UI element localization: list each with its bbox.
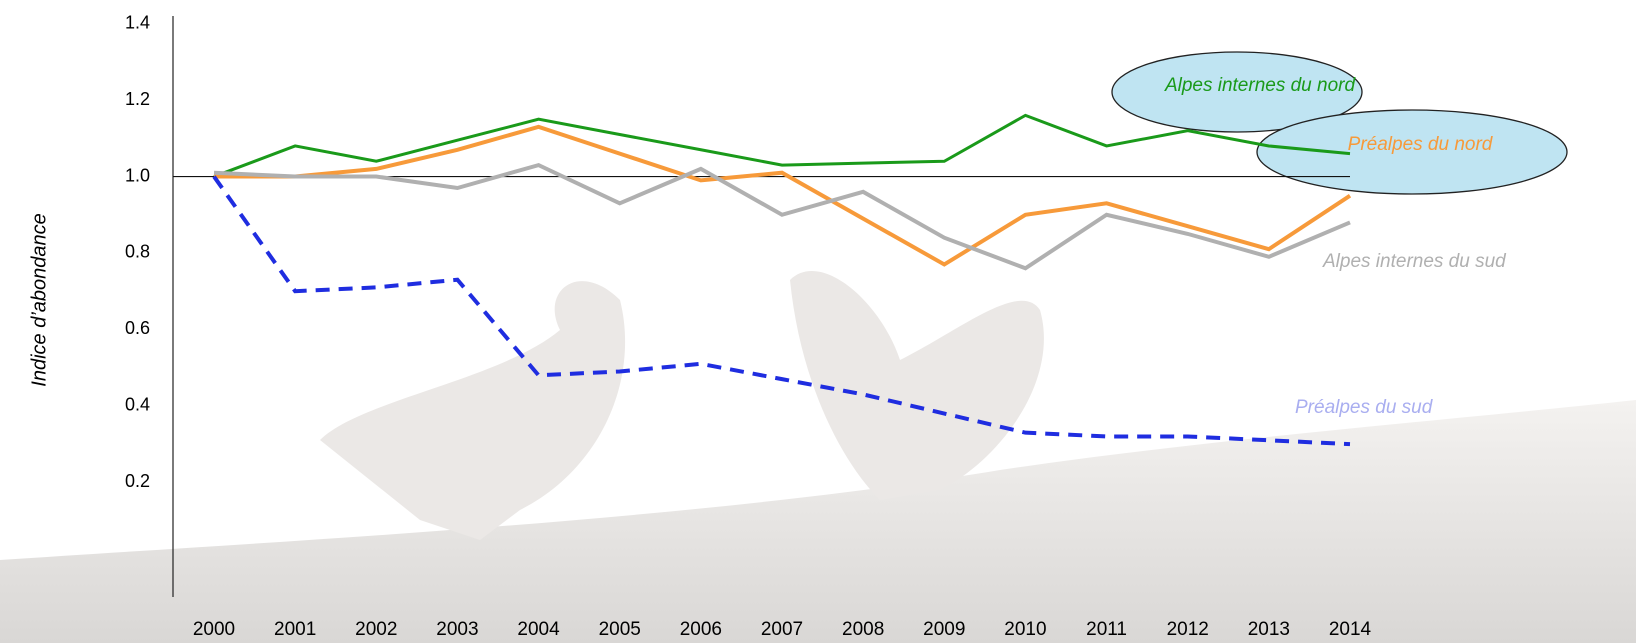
y-tick-label: 0.6 <box>125 318 150 338</box>
series-label: Alpes internes du sud <box>1322 251 1507 272</box>
y-axis-label: Indice d’abondance <box>28 213 50 386</box>
series-label: Préalpes du sud <box>1295 397 1434 418</box>
y-tick-label: 1.4 <box>125 12 150 32</box>
x-tick-label: 2014 <box>1329 619 1372 640</box>
x-tick-label: 2001 <box>274 619 316 640</box>
y-tick-label: 1.2 <box>125 89 150 109</box>
series-line <box>214 124 1352 267</box>
highlight-ellipse <box>1256 109 1568 195</box>
series-line <box>213 162 1351 271</box>
x-tick-label: 2006 <box>680 619 722 640</box>
series-label: Alpes internes du nord <box>1164 75 1357 96</box>
x-tick-label: 2005 <box>599 619 641 640</box>
x-tick-label: 2008 <box>842 619 884 640</box>
x-tick-label: 2010 <box>1004 619 1046 640</box>
series-line <box>212 175 1351 447</box>
x-tick-label: 2000 <box>193 619 235 640</box>
y-tick-label: 0.4 <box>125 395 150 415</box>
x-tick-label: 2003 <box>436 619 478 640</box>
highlight-ellipse <box>1111 51 1363 133</box>
series-line <box>213 113 1351 178</box>
x-tick-label: 2004 <box>517 619 560 640</box>
x-tick-label: 2002 <box>355 619 397 640</box>
x-tick-label: 2007 <box>761 619 803 640</box>
series-label: Préalpes du nord <box>1348 134 1494 155</box>
background <box>0 271 1636 643</box>
y-tick-label: 0.2 <box>125 471 150 491</box>
x-tick-label: 2012 <box>1167 619 1209 640</box>
y-tick-label: 1.0 <box>125 165 150 185</box>
x-tick-label: 2011 <box>1086 619 1127 640</box>
x-tick-label: 2013 <box>1248 619 1290 640</box>
x-tick-label: 2009 <box>923 619 965 640</box>
y-tick-label: 0.8 <box>125 242 150 262</box>
